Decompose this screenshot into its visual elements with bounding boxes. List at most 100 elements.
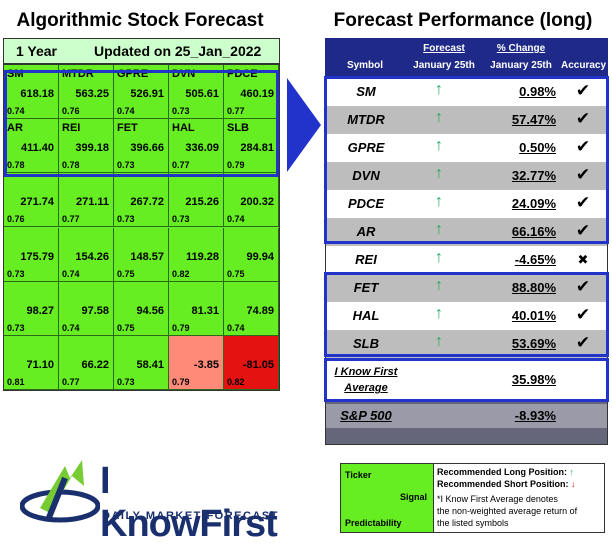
sp500-row: S&P 500 -8.93%: [326, 404, 607, 428]
grid-cell: 148.57 0.75: [114, 227, 169, 282]
down-arrow-icon: ↓: [571, 479, 576, 489]
grid-cell: 66.22 0.77: [59, 335, 114, 390]
grid-signal: 411.40: [20, 142, 54, 155]
sp500-change: -8.93%: [514, 408, 556, 423]
table-row: DVN ↑ 32.77% ✔: [326, 162, 607, 190]
grid-cell: 267.72 0.73: [114, 173, 169, 228]
row-symbol: AR: [356, 224, 376, 239]
grid-cell: 81.31 0.79: [169, 281, 224, 336]
logo-tagline: DAILY MARKET FORECAST: [102, 510, 279, 522]
grid-cell: HAL 336.09 0.77: [169, 119, 224, 174]
checkmark-icon: ✔: [575, 277, 591, 296]
grid-signal: 94.56: [136, 304, 164, 317]
grid-signal: 81.31: [191, 304, 219, 317]
up-arrow-icon: ↑: [435, 249, 443, 266]
up-arrow-icon: ↑: [435, 137, 443, 154]
grid-ticker: AR: [7, 122, 23, 135]
grid-predictability: 0.74: [227, 214, 245, 225]
grid-cell: 98.27 0.73: [4, 281, 59, 336]
grid-predictability: 0.73: [117, 214, 135, 225]
grid-predictability: 0.73: [117, 376, 135, 387]
group-box-2: [324, 272, 609, 357]
grid-signal: 98.27: [26, 304, 54, 317]
grid-signal: 148.57: [130, 250, 164, 263]
grid-predictability: 0.74: [62, 268, 80, 279]
grid-signal: 99.94: [246, 250, 274, 263]
grid-predictability: 0.76: [7, 214, 25, 225]
row-symbol: SM: [356, 84, 376, 99]
grid-cell: -81.05 0.82: [224, 335, 279, 390]
header-forecast: Forecast: [423, 43, 465, 54]
grid-predictability: 0.73: [172, 106, 190, 117]
grid-predictability: 0.73: [7, 268, 25, 279]
legend-sample-cell: Ticker Signal Predictability: [341, 464, 434, 532]
grid-signal: 271.11: [75, 196, 109, 209]
grid-predictability: 0.74: [117, 106, 135, 117]
table-row: MTDR ↑ 57.47% ✔: [326, 106, 607, 134]
grid-signal: 74.89: [246, 304, 274, 317]
checkmark-icon: ✔: [575, 305, 591, 324]
forecast-heatmap-grid: SM 618.18 0.74 MTDR 563.25 0.76 GPRE 526.91 0.74…: [3, 64, 280, 391]
grid-cell: 94.56 0.75: [114, 281, 169, 336]
grid-predictability: 0.76: [62, 106, 80, 117]
left-title: Algorithmic Stock Forecast: [16, 10, 264, 31]
grid-predictability: 0.73: [172, 214, 190, 225]
checkmark-icon: ✔: [575, 137, 591, 156]
grid-signal: 618.18: [20, 88, 54, 100]
header-symbol: Symbol: [346, 60, 384, 71]
checkmark-icon: ✔: [575, 109, 591, 128]
grid-predictability: 0.82: [172, 268, 190, 279]
legend-note-1: *I Know First Average denotes: [437, 494, 558, 504]
grid-cell: MTDR 563.25 0.76: [59, 65, 114, 120]
right-title: Forecast Performance (long): [333, 10, 593, 31]
legend-box: Ticker Signal Predictability Recommended…: [340, 463, 605, 533]
row-change: 57.47%: [511, 112, 556, 127]
grid-ticker: SLB: [227, 122, 249, 135]
grid-signal: 119.28: [185, 250, 219, 263]
logo-mark-icon: [20, 460, 100, 523]
legend-signal: Signal: [399, 492, 427, 502]
grid-predictability: 0.75: [117, 322, 135, 333]
grid-predictability: 0.74: [62, 322, 80, 333]
performance-table-header: Symbol Forecast January 25th % Change Ja…: [325, 38, 608, 76]
grid-signal: 336.09: [185, 142, 219, 155]
grid-cell: 99.94 0.75: [224, 227, 279, 282]
grid-signal: 58.41: [136, 358, 164, 371]
checkmark-icon: ✔: [575, 193, 591, 212]
grid-signal: 396.66: [130, 142, 164, 155]
row-change: -4.65%: [514, 252, 556, 267]
row-symbol: SLB: [353, 336, 379, 351]
grid-predictability: 0.74: [227, 322, 245, 333]
grid-signal: 526.91: [130, 88, 164, 100]
table-row: REI ↑ -4.65% ✖: [326, 246, 607, 274]
grid-predictability: 0.75: [227, 268, 245, 279]
grid-cell: SM 618.18 0.74: [4, 65, 59, 120]
up-arrow-icon: ↑: [435, 109, 443, 126]
up-arrow-icon: ↑: [435, 333, 443, 350]
table-row: PDCE ↑ 24.09% ✔: [326, 190, 607, 218]
grid-cell: 271.74 0.76: [4, 173, 59, 228]
up-arrow-icon: ↑: [435, 305, 443, 322]
legend-short-text: Recommended Short Position:: [437, 479, 569, 489]
row-change: 0.98%: [519, 84, 556, 99]
grid-cell: FET 396.66 0.73: [114, 119, 169, 174]
grid-signal: 284.81: [240, 142, 274, 155]
grid-cell: -3.85 0.79: [169, 335, 224, 390]
grid-signal: 215.26: [185, 196, 219, 209]
legend-long: Recommended Long Position: ↑: [437, 467, 574, 477]
row-symbol: DVN: [352, 168, 380, 183]
legend-note-3: the listed symbols: [437, 518, 509, 528]
grid-signal: 505.61: [185, 88, 219, 100]
up-arrow-icon: ↑: [569, 467, 575, 477]
right-arrow-icon: [287, 78, 321, 172]
header-forecast-date: January 25th: [413, 60, 475, 71]
top-picks-highlight: [4, 70, 279, 177]
table-row: HAL ↑ 40.01% ✔: [326, 302, 607, 330]
up-arrow-icon: ↑: [435, 165, 443, 182]
table-row: FET ↑ 88.80% ✔: [326, 274, 607, 302]
table-row: GPRE ↑ 0.50% ✔: [326, 134, 607, 162]
header-change-date: January 25th: [490, 60, 552, 71]
grid-cell: 271.11 0.77: [59, 173, 114, 228]
legend-note-2: the non-weighted average return of: [437, 506, 578, 516]
grid-signal: 200.32: [240, 196, 274, 209]
